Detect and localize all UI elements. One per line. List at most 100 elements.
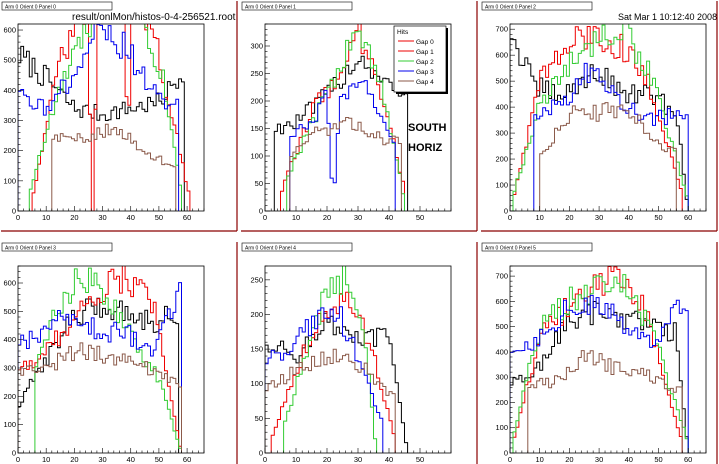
x-tick-label: 50 xyxy=(155,213,163,222)
legend-entry: Gap 4 xyxy=(416,79,434,86)
y-tick-label: 200 xyxy=(3,146,16,155)
x-tick-label: 10 xyxy=(42,455,50,464)
legend-entry: Gap 2 xyxy=(416,59,434,66)
y-tick-label: 600 xyxy=(495,51,508,60)
series-group xyxy=(510,24,689,211)
y-tick-label: 400 xyxy=(495,103,508,112)
annotation-south: SOUTH xyxy=(408,122,447,134)
y-tick-label: 300 xyxy=(250,42,263,51)
y-tick-label: 200 xyxy=(495,398,508,407)
panel-title-box xyxy=(241,242,353,252)
series-blue xyxy=(510,294,689,453)
series-green xyxy=(28,24,182,211)
y-tick-label: 700 xyxy=(495,272,508,281)
legend-entry: Gap 0 xyxy=(416,39,434,46)
x-tick-label: 20 xyxy=(323,213,331,222)
y-tick-label: 50 xyxy=(255,414,263,423)
x-tick-label: 50 xyxy=(155,455,163,464)
legend: Hits Gap 0 Gap 1 Gap 2 Gap 3 Gap 4 xyxy=(393,25,448,94)
y-tick-label: 600 xyxy=(3,26,16,35)
x-tick-label: 30 xyxy=(595,455,603,464)
x-tick-label: 40 xyxy=(625,213,633,222)
series-group xyxy=(265,266,409,453)
series-red xyxy=(512,26,683,211)
series-red xyxy=(270,291,396,453)
y-tick-label: 200 xyxy=(250,310,263,319)
x-tick-label: 50 xyxy=(654,455,662,464)
x-tick-label: 60 xyxy=(684,455,692,464)
series-blue xyxy=(289,80,396,211)
panel-title-box xyxy=(481,242,593,252)
panel-title-box xyxy=(241,1,353,11)
series-group xyxy=(273,24,409,211)
panel-title: Arm 0 Orient 0 Panel 3 xyxy=(5,246,56,252)
histogram-panel-2: Arm 0 Orient 0 Panel 20 10 20 30 40 50 6001002… xyxy=(481,1,718,232)
x-tick-label: 30 xyxy=(354,213,362,222)
y-tick-label: 0 xyxy=(12,207,16,216)
annotation-horiz: HORIZ xyxy=(408,142,443,154)
y-tick-label: 250 xyxy=(250,69,263,78)
series-brown xyxy=(51,123,177,211)
panel-title: Arm 0 Orient 0 Panel 5 xyxy=(485,246,536,252)
series-green xyxy=(512,24,689,211)
histogram-panel-1: Arm 0 Orient 0 Panel 1 0 10 20 30 40 50 0 50 100 1… xyxy=(241,1,478,232)
x-tick-label: 60 xyxy=(684,213,692,222)
x-tick-label: 60 xyxy=(183,213,191,222)
series-brown xyxy=(289,117,402,211)
y-tick-label: 700 xyxy=(495,25,508,34)
series-group xyxy=(18,24,191,211)
legend-entry: Gap 3 xyxy=(416,69,434,76)
y-tick-label: 200 xyxy=(495,155,508,164)
x-tick-label: 0 xyxy=(263,455,267,464)
y-tick-label: 100 xyxy=(495,181,508,190)
histogram-panel-4: Arm 0 Orient 0 Panel 4 0 10 20 30 40 50 0 50 100 1… xyxy=(241,242,478,464)
y-tick-label: 400 xyxy=(3,335,16,344)
x-tick-label: 50 xyxy=(416,455,424,464)
x-tick-label: 10 xyxy=(536,455,544,464)
x-tick-label: 40 xyxy=(385,455,393,464)
axis-frame xyxy=(17,265,205,454)
y-tick-label: 0 xyxy=(12,449,16,458)
series-black xyxy=(18,297,180,453)
panel-title-box xyxy=(481,1,593,11)
y-tick-label: 200 xyxy=(3,392,16,401)
x-tick-label: 60 xyxy=(183,455,191,464)
series-black xyxy=(273,55,409,211)
series-black xyxy=(265,312,409,453)
series-brown xyxy=(539,102,677,211)
y-tick-label: 200 xyxy=(250,97,263,106)
x-tick-label: 0 xyxy=(16,455,20,464)
series-blue xyxy=(18,282,182,453)
series-group xyxy=(510,266,689,453)
legend-entry: Gap 1 xyxy=(416,49,434,56)
x-tick-label: 0 xyxy=(16,213,20,222)
x-tick-label: 20 xyxy=(565,455,573,464)
histogram-panel-0: Arm 0 Orient 0 Panel 00 10 20 30 40 50 6001002… xyxy=(1,1,238,232)
y-tick-label: 400 xyxy=(495,347,508,356)
datetime-label: Sat Mar 1 10:12:40 2008 xyxy=(618,12,717,22)
y-tick-label: 250 xyxy=(250,275,263,284)
series-red xyxy=(512,266,683,453)
series-brown xyxy=(18,342,182,453)
series-blue xyxy=(18,24,180,211)
y-tick-label: 0 xyxy=(259,449,263,458)
y-tick-label: 0 xyxy=(259,207,263,216)
panel-title: Arm 0 Orient 0 Panel 1 xyxy=(245,5,296,11)
x-tick-label: 30 xyxy=(98,213,106,222)
y-tick-label: 600 xyxy=(3,279,16,288)
file-name-label: result/onlMon/histos-0-4-256521.root xyxy=(72,12,236,23)
axis-frame xyxy=(509,265,707,454)
series-green xyxy=(34,267,182,453)
x-tick-label: 30 xyxy=(354,455,362,464)
panel-title: Arm 0 Orient 0 Panel 2 xyxy=(485,5,536,11)
panel-title: Arm 0 Orient 0 Panel 4 xyxy=(245,246,296,252)
x-tick-label: 20 xyxy=(323,455,331,464)
series-red xyxy=(18,266,182,453)
y-tick-label: 300 xyxy=(3,364,16,373)
panel-title: Arm 0 Orient 0 Panel 0 xyxy=(5,5,56,11)
axis-frame xyxy=(17,23,205,212)
y-tick-label: 150 xyxy=(250,345,263,354)
x-tick-label: 40 xyxy=(127,455,135,464)
series-blue xyxy=(265,306,384,453)
y-tick-label: 0 xyxy=(504,207,508,216)
